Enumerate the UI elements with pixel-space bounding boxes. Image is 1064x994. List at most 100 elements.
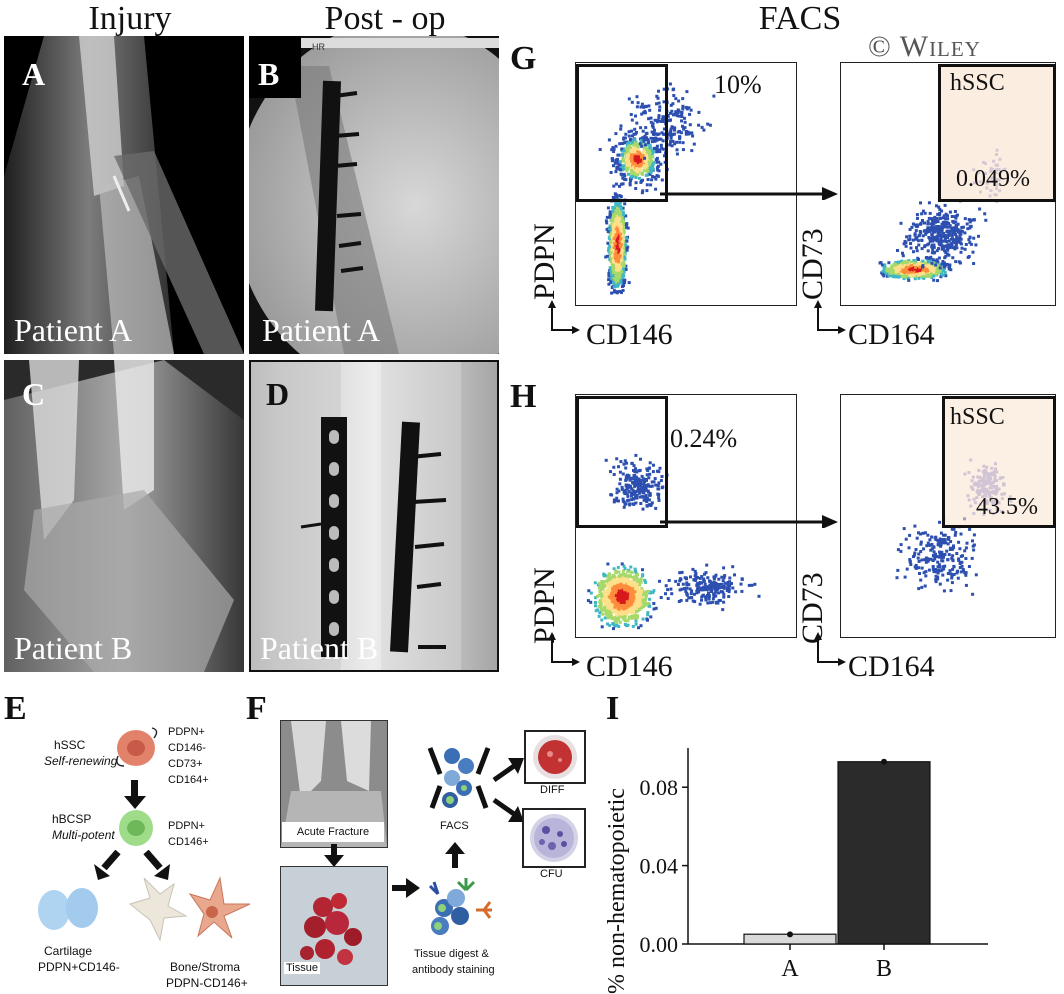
facs-event (625, 624, 628, 628)
facs-event (942, 269, 945, 273)
facs-event (918, 275, 922, 278)
facs-event (938, 553, 942, 557)
facs-event (613, 619, 617, 623)
facs-event (618, 482, 622, 486)
facs-event (651, 167, 655, 171)
facs-event (659, 479, 663, 482)
facs-event (882, 266, 886, 270)
facs-event (629, 146, 633, 150)
facs-event (740, 589, 744, 593)
facs-event (614, 182, 618, 186)
facs-event (914, 548, 918, 551)
facs-event (705, 563, 709, 567)
x-tick-label: A (781, 956, 799, 982)
facs-event (645, 157, 649, 161)
facs-event (607, 581, 611, 585)
facs-event (653, 139, 657, 143)
facs-event (723, 581, 727, 585)
facs-event (926, 559, 930, 562)
facs-event (621, 241, 624, 245)
facs-event (623, 615, 627, 619)
facs-event (623, 567, 627, 571)
facs-event (652, 607, 656, 611)
facs-event (635, 470, 639, 474)
facs-event (628, 164, 631, 168)
facs-event (903, 270, 907, 274)
facs-event (612, 164, 615, 168)
facs-event (936, 565, 940, 569)
facs-event (691, 599, 695, 603)
facs-event (606, 616, 610, 620)
facs-event (622, 576, 626, 580)
facs-event (614, 262, 618, 266)
facs-event (620, 249, 624, 253)
facs-event (660, 131, 664, 135)
facs-event (631, 480, 634, 484)
facs-event (623, 502, 627, 506)
facs-event (643, 143, 647, 147)
facs-event (914, 263, 918, 267)
panel-letter-i: I (606, 690, 620, 727)
facs-event (608, 257, 612, 261)
facs-event (618, 230, 622, 234)
facs-event (611, 157, 614, 161)
facs-event (613, 209, 616, 212)
facs-event (650, 152, 654, 156)
facs-event (906, 266, 910, 270)
facs-event (618, 574, 622, 578)
facs-event (946, 214, 949, 218)
facs-event (915, 269, 919, 273)
facs-event (615, 491, 619, 495)
facs-event (612, 236, 616, 240)
facs-event (628, 181, 632, 185)
facs-event (945, 549, 949, 553)
facs-event (933, 218, 936, 222)
facs-event (934, 553, 937, 557)
facs-event (639, 105, 643, 109)
facs-event (621, 155, 625, 159)
facs-event (633, 473, 637, 477)
facs-event (611, 231, 615, 235)
facs-event (917, 276, 921, 280)
facs-event (929, 255, 933, 259)
facs-event (733, 573, 736, 577)
facs-event (622, 596, 626, 599)
facs-event (645, 496, 649, 500)
facs-event (609, 232, 613, 236)
facs-event (620, 604, 624, 608)
facs-event (628, 587, 631, 591)
facs-event (618, 268, 622, 272)
facs-event (615, 245, 619, 249)
facs-event (594, 609, 598, 613)
facs-event (923, 274, 927, 278)
facs-event (608, 606, 612, 610)
facs-event (616, 275, 620, 279)
facs-event (646, 143, 650, 147)
facs-event (883, 265, 887, 268)
facs-event (646, 483, 650, 487)
facs-event (614, 238, 618, 242)
facs-event (964, 243, 968, 246)
facs-event (636, 145, 640, 148)
facs-event (604, 255, 608, 259)
facs-event (632, 146, 636, 150)
facs-event (650, 178, 654, 182)
facs-event (634, 610, 638, 613)
facs-event (669, 140, 672, 144)
facs-event (887, 261, 891, 265)
x-tick-label: B (876, 956, 892, 982)
facs-event (655, 166, 659, 170)
facs-event (623, 239, 627, 243)
facs-event (651, 162, 655, 166)
facs-event (689, 592, 693, 596)
facs-event (705, 593, 709, 597)
facs-event (645, 467, 649, 471)
facs-event (940, 262, 944, 266)
facs-event (711, 597, 715, 601)
facs-event (934, 272, 938, 276)
facs-event (612, 147, 616, 151)
facs-event (617, 274, 621, 278)
bone-markers: PDPN-CD146+ (166, 976, 248, 990)
arrow-digest-to-facs (445, 842, 465, 868)
facs-event (972, 236, 976, 240)
